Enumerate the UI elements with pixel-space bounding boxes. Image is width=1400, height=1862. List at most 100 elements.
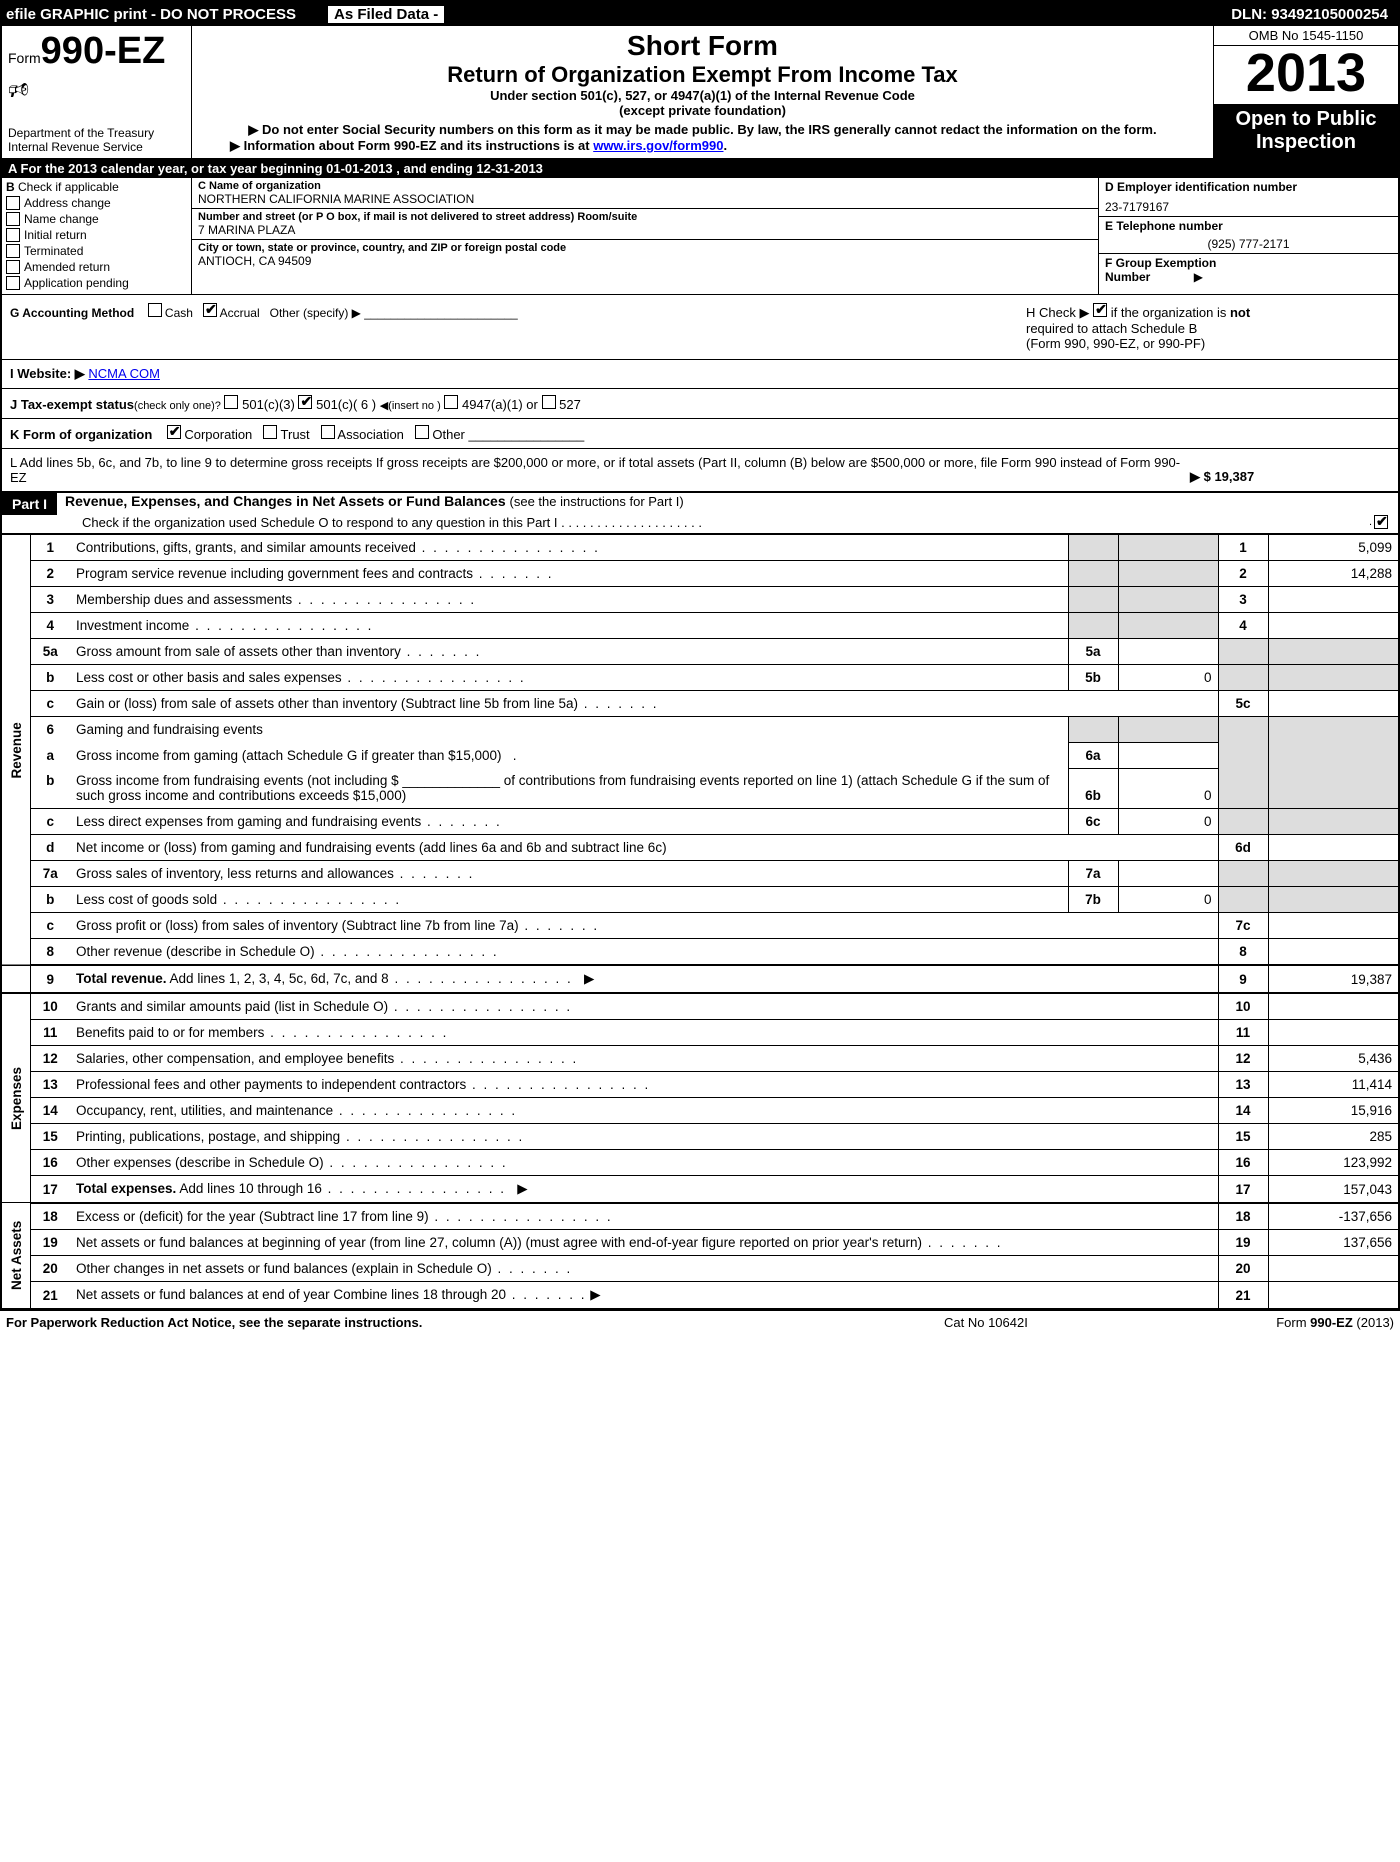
line-1-value: 5,099 <box>1268 535 1398 561</box>
checkbox-pending[interactable] <box>6 276 20 290</box>
line-3-value <box>1268 587 1398 613</box>
part-1-table: Revenue 1 Contributions, gifts, grants, … <box>2 534 1398 1308</box>
checkbox-schedule-o[interactable] <box>1374 515 1388 529</box>
section-h: H Check ▶ if the organization is not req… <box>1018 295 1398 359</box>
addr-value: 7 MARINA PLAZA <box>198 223 1092 237</box>
section-gh: G Accounting Method Cash Accrual Other (… <box>2 295 1398 360</box>
section-def: D Employer identification number 23-7179… <box>1098 178 1398 294</box>
part-1-check: Check if the organization used Schedule … <box>2 515 1398 533</box>
org-name-value: NORTHERN CALIFORNIA MARINE ASSOCIATION <box>198 192 1092 206</box>
group-label2: Number <box>1105 270 1150 284</box>
section-j: J Tax-exempt status(check only one)? 501… <box>2 389 1398 419</box>
checkbox-527[interactable] <box>542 395 556 409</box>
website-link[interactable]: NCMA COM <box>88 366 160 381</box>
line-7c-value <box>1268 913 1398 939</box>
line-5c-value <box>1268 691 1398 717</box>
year-cell: OMB No 1545-1150 2013 Open to Public Ins… <box>1213 26 1398 158</box>
part-1-label: Part I <box>2 493 57 515</box>
section-g: G Accounting Method Cash Accrual Other (… <box>2 295 1018 359</box>
line-7a-value <box>1118 861 1218 887</box>
line-4-value <box>1268 613 1398 639</box>
line-6b-value: 0 <box>1118 768 1218 809</box>
checkbox-name-change[interactable] <box>6 212 20 226</box>
line-14-value: 15,916 <box>1268 1098 1398 1124</box>
form-number: 990-EZ <box>41 30 166 72</box>
phone-value: (925) 777-2171 <box>1105 233 1392 251</box>
line-11-value <box>1268 1020 1398 1046</box>
ssn-notice: ▶ Do not enter Social Security numbers o… <box>200 122 1205 138</box>
line-19-value: 137,656 <box>1268 1230 1398 1256</box>
short-form-title: Short Form <box>200 30 1205 62</box>
line-7b-value: 0 <box>1118 887 1218 913</box>
line-13-value: 11,414 <box>1268 1072 1398 1098</box>
section-k: K Form of organization Corporation Trust… <box>2 419 1398 449</box>
checkbox-association[interactable] <box>321 425 335 439</box>
form-number-cell: Form990-EZ 🕫 Department of the Treasury … <box>2 26 192 158</box>
top-bar-left: efile GRAPHIC print - DO NOT PROCESS <box>2 6 296 23</box>
org-name-label: C Name of organization <box>198 180 1092 192</box>
checkbox-4947[interactable] <box>444 395 458 409</box>
subtitle-1: Under section 501(c), 527, or 4947(a)(1)… <box>200 88 1205 103</box>
line-9-value: 19,387 <box>1268 965 1398 993</box>
checkbox-cash[interactable] <box>148 303 162 317</box>
checkbox-corporation[interactable] <box>167 425 181 439</box>
calendar-year-row: A For the 2013 calendar year, or tax yea… <box>2 159 1398 178</box>
checkbox-accrual[interactable] <box>203 303 217 317</box>
part-1-header: Part I Revenue, Expenses, and Changes in… <box>2 493 1398 534</box>
line-15-value: 285 <box>1268 1124 1398 1150</box>
section-c: C Name of organization NORTHERN CALIFORN… <box>192 178 1098 294</box>
netassets-section-label: Net Assets <box>2 1203 30 1308</box>
part-1-title: Revenue, Expenses, and Changes in Net As… <box>57 493 1398 515</box>
revenue-section-label: Revenue <box>2 535 30 966</box>
checkbox-other-org[interactable] <box>415 425 429 439</box>
ein-value: 23-7179167 <box>1105 194 1392 214</box>
line-5a-value <box>1118 639 1218 665</box>
title-cell: Short Form Return of Organization Exempt… <box>192 26 1213 158</box>
city-label: City or town, state or province, country… <box>198 242 1092 254</box>
checkbox-501c3[interactable] <box>224 395 238 409</box>
checkbox-address-change[interactable] <box>6 196 20 210</box>
section-b: B Check if applicable Address change Nam… <box>2 178 192 294</box>
line-18-value: -137,656 <box>1268 1203 1398 1230</box>
section-l-text: L Add lines 5b, 6c, and 7b, to line 9 to… <box>10 455 1190 485</box>
form-prefix: Form <box>8 50 41 66</box>
checkbox-schedule-b[interactable] <box>1093 303 1107 317</box>
phone-label: E Telephone number <box>1105 219 1392 233</box>
checkbox-501c[interactable] <box>298 395 312 409</box>
expenses-section-label: Expenses <box>2 993 30 1203</box>
form-990ez: efile GRAPHIC print - DO NOT PROCESS As … <box>0 0 1400 1310</box>
line-21-value <box>1268 1282 1398 1309</box>
checkbox-amended[interactable] <box>6 260 20 274</box>
tax-year: 2013 <box>1246 46 1366 100</box>
line-6c-value: 0 <box>1118 809 1218 835</box>
info-notice: ▶ Information about Form 990-EZ and its … <box>200 138 1205 154</box>
section-i: I Website: ▶ NCMA COM <box>2 360 1398 389</box>
info-grid: B Check if applicable Address change Nam… <box>2 178 1398 295</box>
form-header: Form990-EZ 🕫 Department of the Treasury … <box>2 26 1398 159</box>
gross-receipts: ▶ $ 19,387 <box>1190 455 1390 485</box>
main-title: Return of Organization Exempt From Incom… <box>200 62 1205 88</box>
top-bar-mid: As Filed Data - <box>326 4 446 25</box>
line-17-value: 157,043 <box>1268 1176 1398 1204</box>
checkbox-initial-return[interactable] <box>6 228 20 242</box>
form-footer: For Paperwork Reduction Act Notice, see … <box>0 1310 1400 1334</box>
line-10-value <box>1268 993 1398 1020</box>
footer-left: For Paperwork Reduction Act Notice, see … <box>6 1315 944 1330</box>
line-8-value <box>1268 939 1398 966</box>
open-to-public: Open to Public Inspection <box>1214 104 1398 158</box>
footer-cat: Cat No 10642I <box>944 1315 1194 1330</box>
line-6a-value <box>1118 742 1218 768</box>
line-20-value <box>1268 1256 1398 1282</box>
treasury-dept: Department of the Treasury Internal Reve… <box>8 126 185 154</box>
city-value: ANTIOCH, CA 94509 <box>198 254 1092 268</box>
ein-label: D Employer identification number <box>1105 180 1392 194</box>
top-bar-dln: DLN: 93492105000254 <box>1231 6 1398 23</box>
top-bar: efile GRAPHIC print - DO NOT PROCESS As … <box>2 2 1398 26</box>
checkbox-trust[interactable] <box>263 425 277 439</box>
line-6d-value <box>1268 835 1398 861</box>
subtitle-2: (except private foundation) <box>200 103 1205 118</box>
line-5b-value: 0 <box>1118 665 1218 691</box>
irs-link[interactable]: www.irs.gov/form990 <box>593 138 723 153</box>
checkbox-terminated[interactable] <box>6 244 20 258</box>
section-l: L Add lines 5b, 6c, and 7b, to line 9 to… <box>2 449 1398 493</box>
